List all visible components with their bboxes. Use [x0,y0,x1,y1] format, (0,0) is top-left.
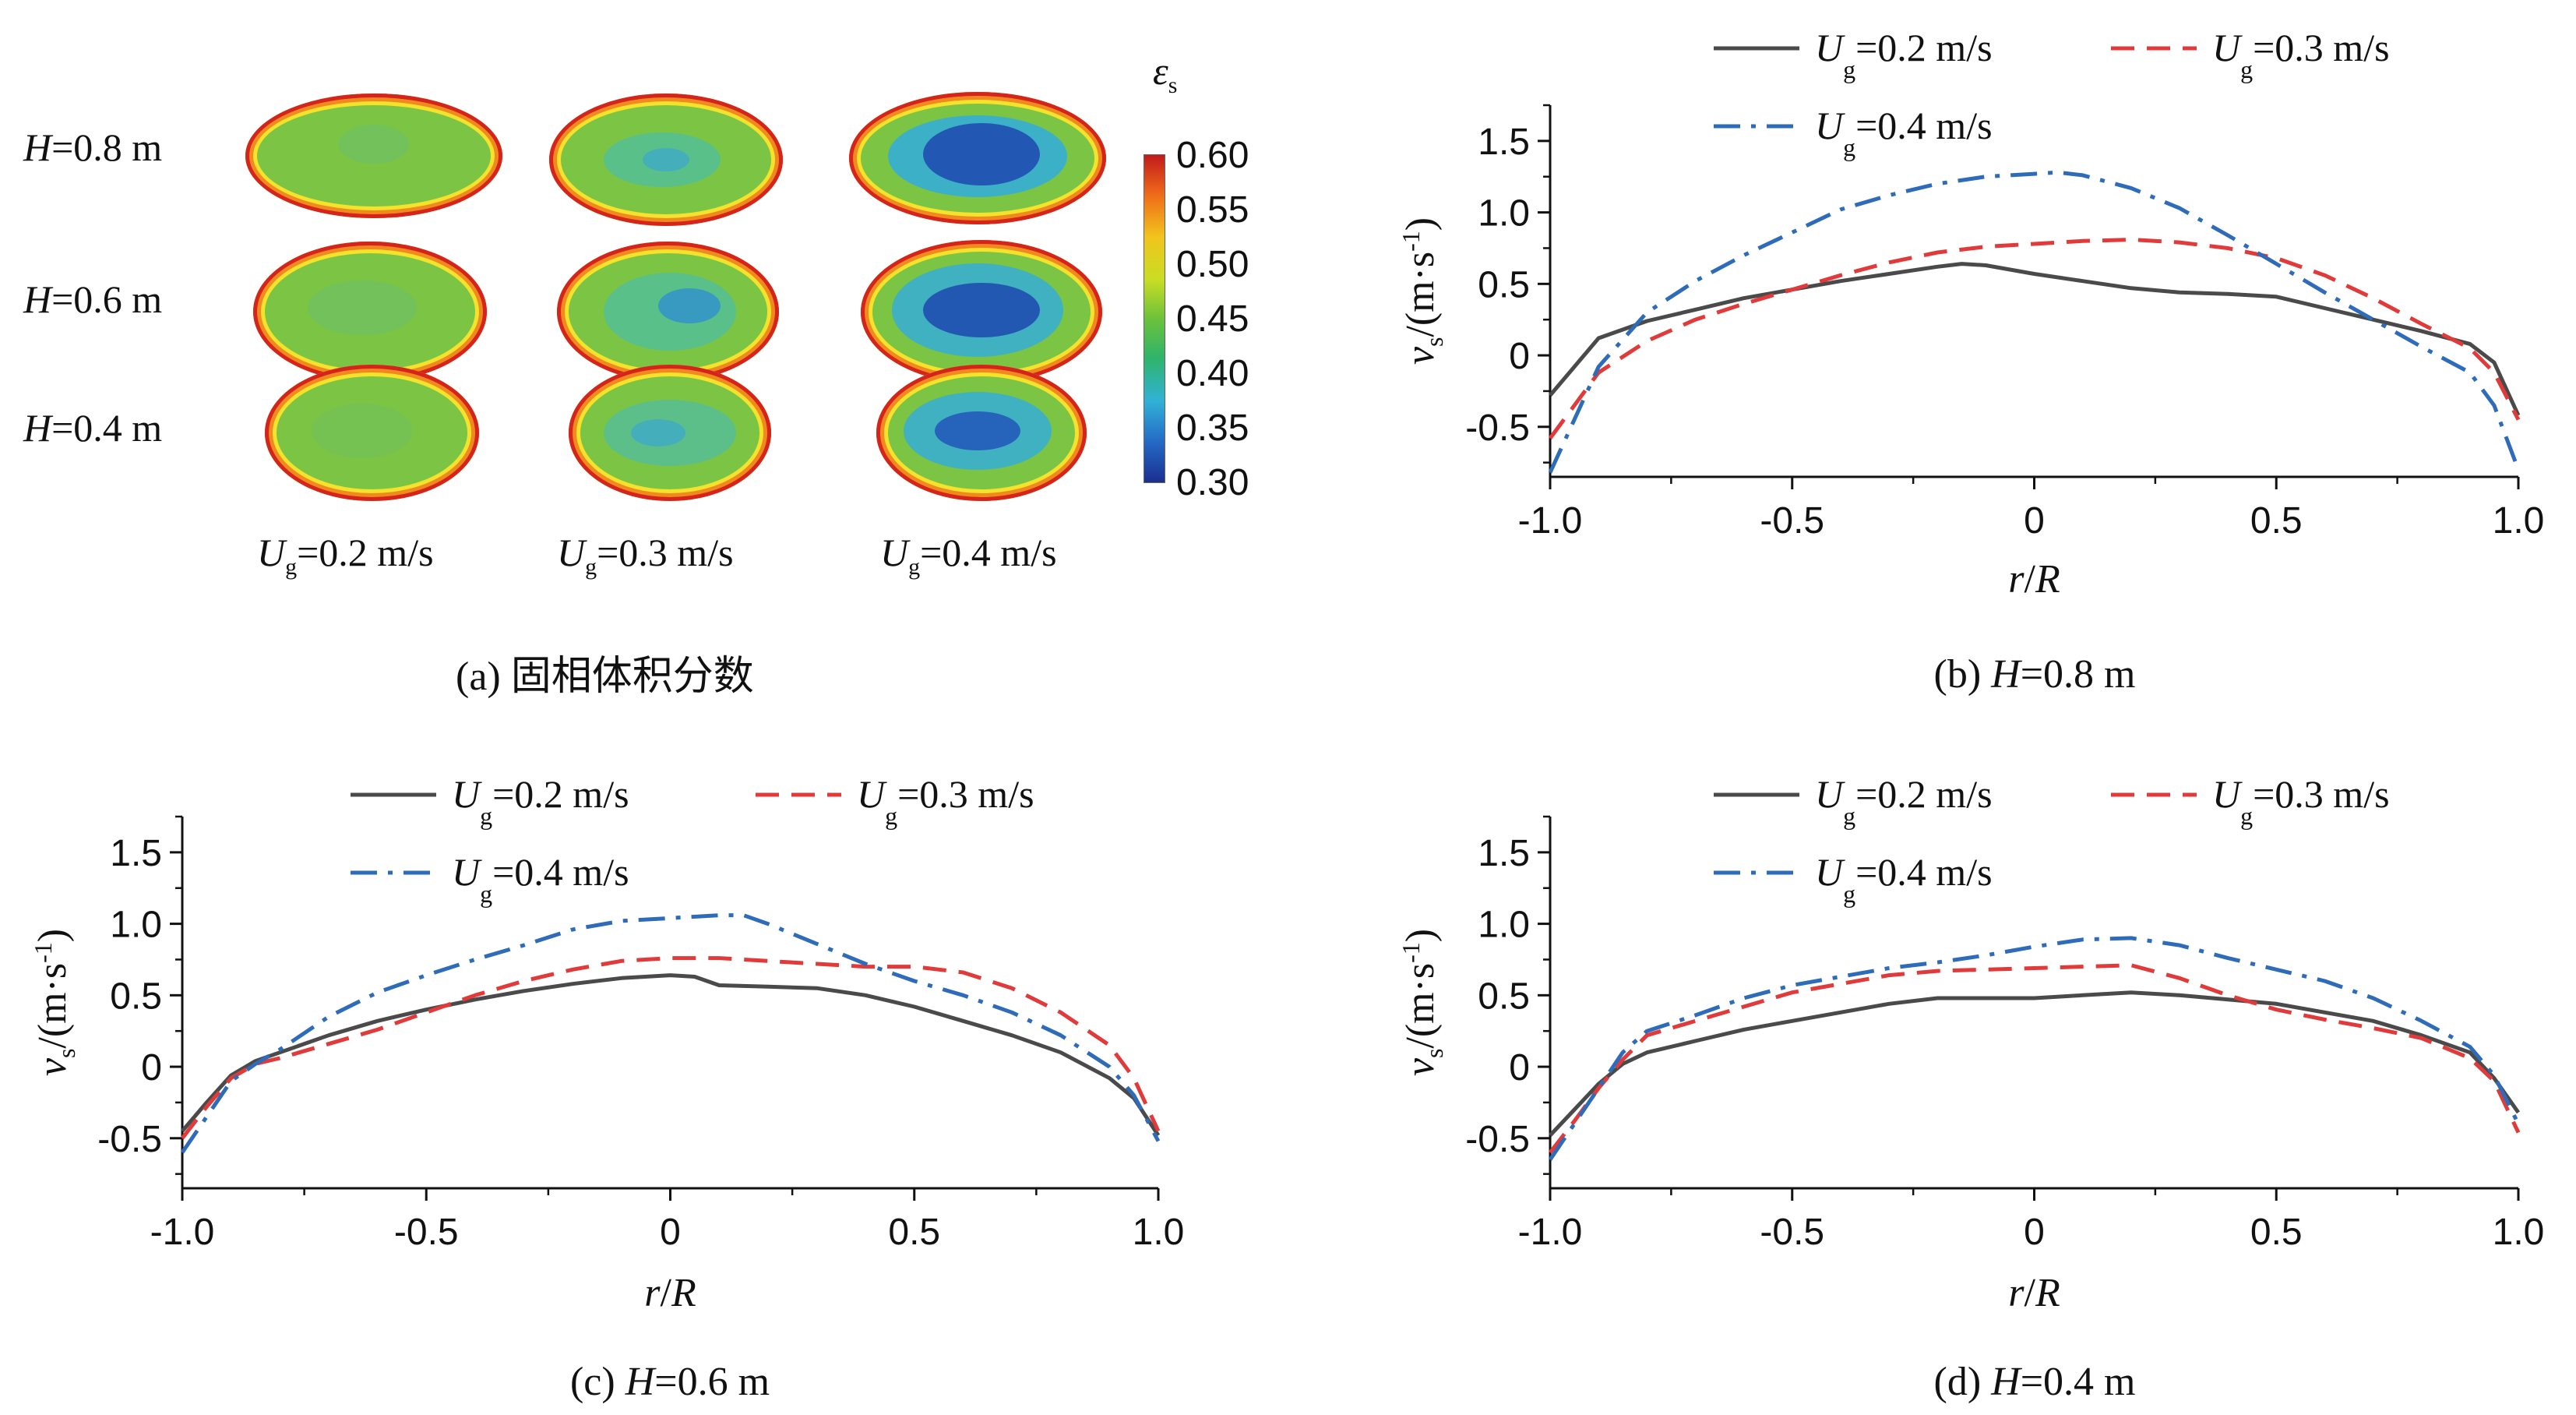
row-label-h08: H=0.8 m [23,125,163,169]
row-label-h04: H=0.4 m [23,406,163,450]
x-axis-label: r/R [644,1271,696,1315]
x-tick-label: 1.0 [1133,1212,1185,1253]
legend-label-0: Ug=0.2 m/s [1815,26,1993,83]
y-tick-label: 1.5 [110,833,162,874]
chart-caption: (c) H=0.6 m [570,1360,770,1404]
legend-label-0: Ug=0.2 m/s [452,772,629,830]
panel-a-contour-maps: H=0.8 m H=0.6 m H=0.4 m εs 0.60 0.55 0.5 [0,0,1249,709]
y-tick-label: 0 [1509,336,1530,377]
x-tick-label: 0 [2024,1212,2045,1253]
series-line-1 [1548,238,2521,439]
colorbar-tick: 0.50 [1176,244,1249,285]
contour-h06-ug04 [861,240,1102,384]
x-axis-label: r/R [2008,557,2060,602]
colorbar-tick: 0.35 [1176,408,1249,449]
series-line-0 [181,973,1161,1137]
legend-label-1: Ug=0.3 m/s [2212,772,2390,830]
y-tick-label: 0.5 [1478,264,1530,305]
col-label-ug02: Ug=0.2 m/s [257,531,434,580]
x-tick-label: 0 [2024,500,2045,542]
contour-h06-ug03 [557,242,779,382]
x-tick-label: -0.5 [1760,500,1824,542]
row-label-h06: H=0.6 m [23,277,163,321]
y-tick-label: -0.5 [97,1119,162,1160]
contour-h08-ug02 [245,94,502,218]
chart-panel-0: -1.0 -0.5 0 0.5 1.0 -0.5 0 0.5 1.0 1.5 r/R vs/(m·s-… [1397,26,2544,697]
series-line-2 [1548,936,2521,1161]
colorbar-title: εs [1153,49,1178,98]
x-tick-label: -1.0 [1518,500,1583,542]
colorbar-tick: 0.45 [1176,298,1249,340]
x-tick-label: -0.5 [1760,1212,1824,1253]
chart-caption: (d) H=0.4 m [1934,1360,2136,1404]
contour-h08-ug03 [549,94,783,226]
legend-label-0: Ug=0.2 m/s [1815,772,1993,830]
chart-caption: (b) H=0.8 m [1934,652,2136,697]
y-tick-label: 0.5 [1478,976,1530,1017]
y-tick-label: -0.5 [1465,408,1530,449]
x-tick-label: 0.5 [888,1212,940,1253]
series-line-0 [1549,990,2521,1137]
legend-label-2: Ug=0.4 m/s [1815,104,1993,161]
y-tick-label: 1.5 [1478,122,1530,163]
x-axis-label: r/R [2008,1271,2060,1315]
series-line-0 [1549,262,2521,417]
x-tick-label: 1.0 [2493,1212,2545,1253]
legend-label-1: Ug=0.3 m/s [2212,26,2390,83]
series-line-1 [181,956,1161,1140]
contour-h04-ug02 [265,365,479,501]
legend-label-1: Ug=0.3 m/s [857,772,1034,830]
y-tick-label: 0.5 [110,976,162,1017]
x-tick-label: -1.0 [150,1212,215,1253]
legend-label-2: Ug=0.4 m/s [452,850,629,908]
y-tick-label: 1.0 [1478,193,1530,235]
x-tick-label: 0 [660,1212,681,1253]
colorbar-tick: 0.60 [1176,135,1249,176]
contour-h04-ug04 [876,365,1087,501]
series-line-2 [180,913,1161,1154]
y-tick-label: 0 [141,1047,162,1089]
y-axis-label: vs/(m·s-1) [1397,929,1448,1076]
col-label-ug03: Ug=0.3 m/s [557,531,734,580]
colorbar [1144,154,1165,483]
contour-h08-ug04 [849,92,1106,224]
legend-label-2: Ug=0.4 m/s [1815,850,1993,908]
chart-panel-1: -1.0 -0.5 0 0.5 1.0 -0.5 0 0.5 1.0 1.5 r/R vs/(m·s-… [29,772,1184,1404]
contour-h06-ug02 [253,242,487,382]
caption-a: (a) 固相体积分数 [456,655,754,699]
y-tick-label: 1.0 [110,905,162,946]
x-tick-label: 0.5 [2250,500,2303,542]
y-tick-label: 1.0 [1478,905,1530,946]
col-label-ug04: Ug=0.4 m/s [880,531,1057,580]
x-tick-label: -0.5 [394,1212,459,1253]
chart-panel-2: -1.0 -0.5 0 0.5 1.0 -0.5 0 0.5 1.0 1.5 r/R vs/(m·s-… [1397,772,2544,1404]
y-axis-label: vs/(m·s-1) [1397,217,1448,365]
colorbar-tick: 0.30 [1176,462,1249,503]
colorbar-tick: 0.40 [1176,353,1249,394]
series-line-1 [1549,963,2521,1154]
y-tick-label: -0.5 [1465,1119,1530,1160]
y-tick-label: 1.5 [1478,833,1530,874]
series-line-2 [1548,170,2521,474]
y-axis-label: vs/(m·s-1) [29,929,80,1076]
colorbar-tick: 0.55 [1176,189,1249,231]
y-tick-label: 0 [1509,1047,1530,1089]
contour-h04-ug03 [569,365,771,501]
x-tick-label: 0.5 [2250,1212,2303,1253]
x-tick-label: -1.0 [1518,1212,1583,1253]
x-tick-label: 1.0 [2493,500,2545,542]
